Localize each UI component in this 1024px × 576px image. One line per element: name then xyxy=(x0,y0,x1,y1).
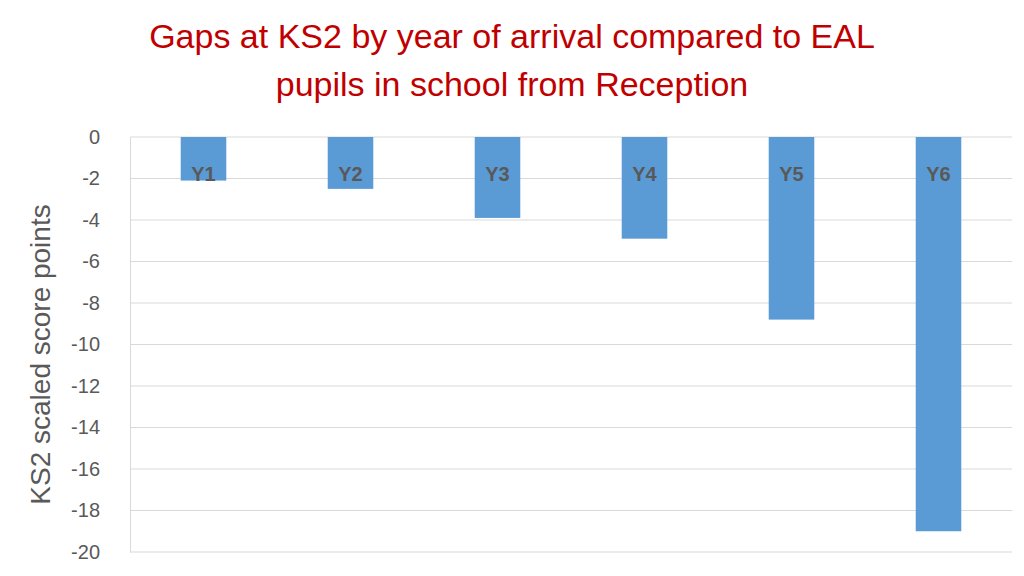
y-axis-title: KS2 scaled score points xyxy=(25,204,56,504)
y-tick: -20 xyxy=(71,541,130,563)
grid-line xyxy=(130,552,1012,553)
bar xyxy=(475,137,521,218)
x-tick-label: Y3 xyxy=(485,163,509,185)
y-tick: -12 xyxy=(71,375,130,397)
y-tick: -16 xyxy=(71,458,130,480)
x-tick: Y3 xyxy=(485,137,509,185)
x-tick-label: Y6 xyxy=(926,163,950,185)
y-tick: -10 xyxy=(71,333,130,355)
y-axis-line xyxy=(130,138,131,553)
grid-line xyxy=(130,427,1012,428)
x-tick: Y4 xyxy=(632,137,657,185)
y-tick-label: -16 xyxy=(71,458,100,480)
x-tick-label: Y2 xyxy=(338,163,362,185)
y-tick-label: -14 xyxy=(71,416,100,438)
y-tick: -14 xyxy=(71,416,130,438)
x-tick: Y2 xyxy=(338,137,362,185)
y-tick: -8 xyxy=(82,292,130,314)
x-tick: Y5 xyxy=(779,137,803,185)
grid-line xyxy=(130,386,1012,387)
y-tick-label: -20 xyxy=(71,541,100,563)
y-tick-label: -8 xyxy=(82,292,100,314)
grid-line xyxy=(130,510,1012,511)
bar xyxy=(622,137,668,239)
grid-line xyxy=(130,137,1012,138)
y-tick-label: -6 xyxy=(82,250,100,272)
grid-line xyxy=(130,220,1012,221)
grid-line xyxy=(130,344,1012,345)
x-tick-label: Y1 xyxy=(191,163,215,185)
y-tick: -18 xyxy=(71,499,130,521)
y-tick: -4 xyxy=(82,209,130,231)
y-tick-label: -4 xyxy=(82,209,100,231)
grid-line xyxy=(130,469,1012,470)
y-tick: 0 xyxy=(89,126,130,148)
y-tick-label: -10 xyxy=(71,333,100,355)
y-tick: -2 xyxy=(82,167,130,189)
x-axis: Y1 Y2 Y3 Y4 Y5 Y6 xyxy=(191,137,950,185)
grid xyxy=(130,137,1012,552)
x-tick: Y1 xyxy=(191,137,215,185)
x-tick-label: Y5 xyxy=(779,163,803,185)
bars xyxy=(181,137,962,531)
y-tick-label: -18 xyxy=(71,499,100,521)
x-tick: Y6 xyxy=(926,137,950,185)
title: Gaps at KS2 by year of arrival compared … xyxy=(149,17,875,103)
grid-line xyxy=(130,303,1012,304)
grid-line xyxy=(130,178,1012,179)
x-tick-label: Y4 xyxy=(632,163,657,185)
y-tick-label: 0 xyxy=(89,126,100,148)
bar xyxy=(916,137,962,531)
y-tick: -6 xyxy=(82,250,130,272)
y-axis: 0 -2 -4 -6 -8 -10 -12 -14 -16 -18 -20 xyxy=(71,126,130,563)
y-tick-label: -12 xyxy=(71,375,100,397)
bar xyxy=(328,137,374,189)
bar xyxy=(769,137,815,320)
chart: 0 -2 -4 -6 -8 -10 -12 -14 -16 -18 -20 Y1 Y2 Y3 Y4 Y5 Y6 K… xyxy=(0,0,1024,576)
y-tick-label: -2 xyxy=(82,167,100,189)
grid-line xyxy=(130,261,1012,262)
